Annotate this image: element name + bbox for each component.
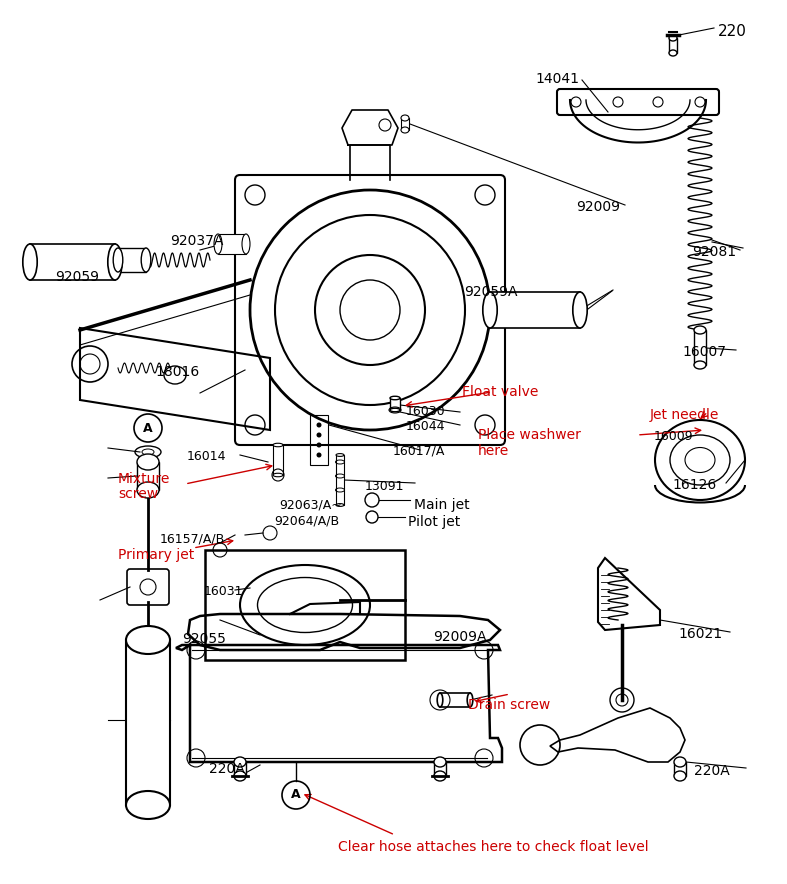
Ellipse shape [390, 396, 400, 400]
Ellipse shape [113, 248, 123, 272]
Text: A: A [291, 789, 301, 802]
Ellipse shape [669, 50, 677, 56]
Ellipse shape [126, 626, 170, 654]
Text: Main jet: Main jet [414, 498, 470, 512]
Bar [234, 762, 246, 776]
Ellipse shape [573, 292, 587, 328]
Bar [490, 292, 580, 328]
Text: 92055: 92055 [182, 632, 226, 646]
Text: screw: screw [118, 487, 158, 501]
Bar [440, 693, 470, 707]
Text: 92037A: 92037A [170, 234, 224, 248]
Text: Place washwer: Place washwer [478, 428, 581, 442]
Ellipse shape [137, 454, 159, 470]
Bar [273, 445, 283, 475]
Text: 16021: 16021 [678, 627, 722, 641]
Text: 18016: 18016 [155, 365, 199, 379]
Text: 220A: 220A [694, 764, 730, 778]
Text: 92064/A/B: 92064/A/B [274, 515, 339, 528]
Text: 13091: 13091 [365, 480, 405, 493]
Text: Clear hose attaches here to check float level: Clear hose attaches here to check float … [338, 840, 648, 854]
Ellipse shape [234, 757, 246, 767]
Ellipse shape [141, 248, 151, 272]
Circle shape [316, 423, 322, 428]
Bar [669, 38, 677, 53]
Text: Drain screw: Drain screw [468, 698, 550, 712]
Ellipse shape [482, 292, 497, 328]
Ellipse shape [434, 757, 446, 767]
Text: 16031: 16031 [204, 585, 243, 598]
Text: 92059A: 92059A [464, 285, 518, 299]
Text: 16126: 16126 [672, 478, 716, 492]
Text: Mixture: Mixture [118, 472, 170, 486]
Ellipse shape [126, 791, 170, 819]
Text: Pilot jet: Pilot jet [408, 515, 460, 529]
Ellipse shape [674, 771, 686, 781]
Circle shape [316, 453, 322, 458]
Bar [218, 234, 246, 254]
Text: 16007: 16007 [682, 345, 726, 359]
Text: 220: 220 [718, 24, 747, 39]
Ellipse shape [108, 244, 122, 280]
Ellipse shape [674, 757, 686, 767]
Ellipse shape [336, 504, 344, 507]
Bar [336, 455, 344, 505]
Ellipse shape [234, 771, 246, 781]
Bar [137, 462, 159, 490]
Ellipse shape [669, 35, 677, 41]
Ellipse shape [694, 326, 706, 334]
Text: 92009: 92009 [576, 200, 620, 214]
Ellipse shape [273, 473, 283, 476]
Text: 92009A: 92009A [433, 630, 486, 644]
Text: 16030: 16030 [406, 405, 445, 418]
Ellipse shape [214, 234, 222, 254]
Text: 16044: 16044 [406, 420, 445, 433]
Ellipse shape [336, 453, 344, 456]
Text: 92081: 92081 [692, 245, 736, 259]
Text: 220A: 220A [209, 762, 245, 776]
Bar [694, 330, 706, 365]
Bar [118, 248, 146, 272]
Text: 16009: 16009 [654, 430, 693, 443]
Circle shape [316, 443, 322, 447]
Text: 14041: 14041 [535, 72, 579, 86]
Bar [310, 415, 328, 465]
Ellipse shape [694, 361, 706, 369]
Bar [674, 762, 686, 776]
Ellipse shape [137, 482, 159, 498]
Ellipse shape [438, 693, 443, 707]
Ellipse shape [23, 244, 37, 280]
Ellipse shape [242, 234, 250, 254]
Ellipse shape [434, 771, 446, 781]
Text: Float valve: Float valve [462, 385, 538, 399]
Text: Jet needle: Jet needle [650, 408, 719, 422]
Bar [205, 550, 405, 660]
Text: 92059: 92059 [55, 270, 99, 284]
Text: A: A [143, 422, 153, 435]
Ellipse shape [401, 115, 409, 121]
Ellipse shape [467, 693, 473, 707]
Text: 16014: 16014 [187, 450, 227, 463]
Bar [401, 118, 409, 130]
Text: here: here [478, 444, 509, 458]
Bar [126, 640, 170, 805]
Text: 16017/A: 16017/A [393, 445, 445, 458]
Circle shape [366, 511, 378, 523]
Ellipse shape [401, 127, 409, 133]
Ellipse shape [273, 443, 283, 446]
Bar [434, 762, 446, 776]
Bar [30, 244, 115, 280]
Circle shape [316, 432, 322, 438]
Text: Primary jet: Primary jet [118, 548, 194, 562]
Text: 92063/A~: 92063/A~ [279, 498, 342, 511]
Ellipse shape [390, 408, 400, 412]
Bar [390, 398, 400, 410]
Text: 16157/A/B: 16157/A/B [160, 532, 225, 545]
